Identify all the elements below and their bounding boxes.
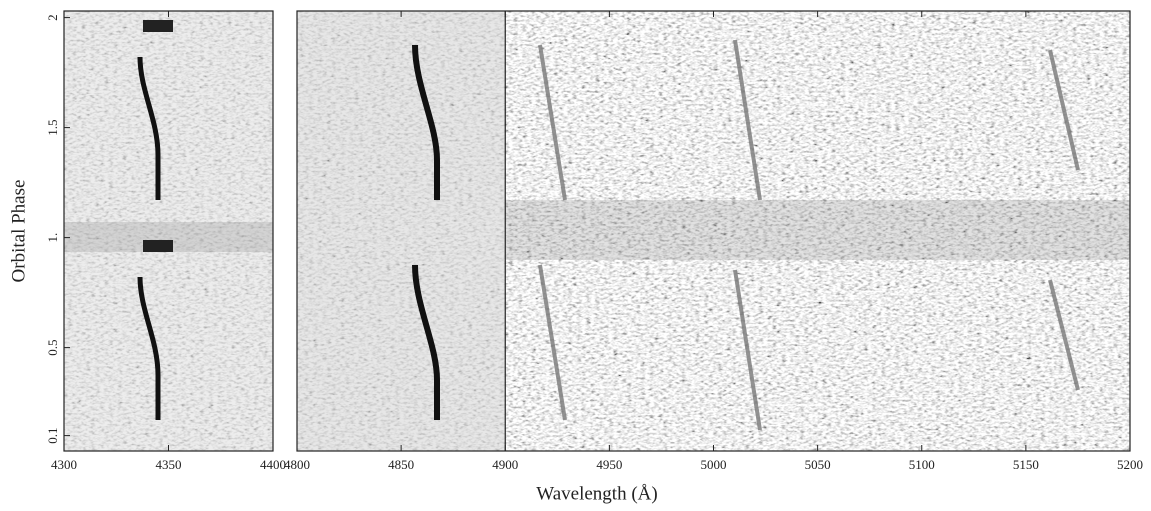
x-tick-label: 5000 [701,457,727,472]
x-tick-label: 4850 [388,457,414,472]
y-axis-label: Orbital Phase [8,180,29,283]
y-tick-label: 2 [45,14,60,21]
y-tick-label: 0.5 [45,339,60,355]
y-tick-label: 1.5 [45,119,60,135]
x-tick-label: 4350 [156,457,182,472]
x-tick-label: 4800 [284,457,310,472]
x-tick-label: 5100 [909,457,935,472]
spectrum-image [297,11,1130,451]
x-tick-label: 5200 [1117,457,1143,472]
x-tick-label: 5150 [1013,457,1039,472]
y-tick-label: 1. [45,233,60,243]
y-tick-label: 0.1 [45,427,60,443]
spectrum-image [64,11,273,451]
x-tick-label: 4300 [51,457,77,472]
x-tick-label: 4400 [260,457,286,472]
x-tick-label: 4900 [492,457,518,472]
x-tick-label: 5050 [805,457,831,472]
x-axis-label: Wavelength (Å) [536,483,657,504]
x-tick-label: 4950 [596,457,622,472]
